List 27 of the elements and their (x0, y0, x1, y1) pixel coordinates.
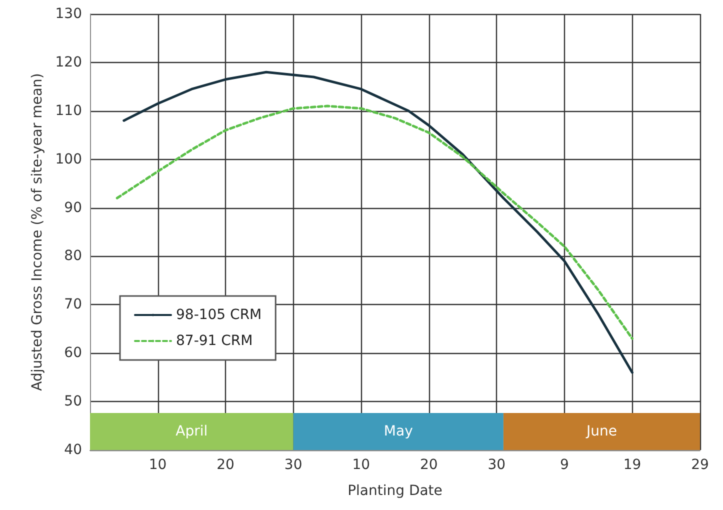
legend-label: 98-105 CRM (176, 307, 262, 323)
y-tick-label: 90 (64, 200, 82, 216)
band-label: May (384, 423, 413, 440)
y-tick-label: 50 (64, 394, 82, 410)
x-tick-label: 10 (352, 457, 370, 473)
y-tick-label: 40 (64, 442, 82, 458)
y-tick-label: 70 (64, 296, 82, 313)
band-label: April (176, 423, 208, 440)
x-tick-label: 10 (148, 457, 167, 473)
y-tick-label: 60 (64, 345, 82, 362)
x-axis-title: Planting Date (348, 483, 442, 499)
x-tick-label: 30 (488, 457, 506, 473)
y-tick-label: 100 (55, 151, 82, 168)
y-tick-label: 80 (64, 248, 82, 264)
y-tick-label: 120 (55, 54, 82, 70)
x-tick-label: 20 (216, 457, 234, 473)
legend-label: 87-91 CRM (176, 333, 253, 349)
x-tick-label: 9 (560, 457, 569, 473)
x-tick-label: 30 (284, 457, 302, 473)
x-tick-label: 29 (691, 457, 709, 473)
y-axis-title: Adjusted Gross Income (% of site-year mean) (29, 73, 46, 391)
x-tick-label: 19 (623, 457, 642, 473)
band-label: June (585, 423, 617, 440)
x-tick-label: 20 (420, 457, 438, 473)
y-tick-label: 110 (55, 102, 82, 119)
line-series (122, 70, 634, 374)
y-tick-label: 130 (55, 6, 82, 22)
